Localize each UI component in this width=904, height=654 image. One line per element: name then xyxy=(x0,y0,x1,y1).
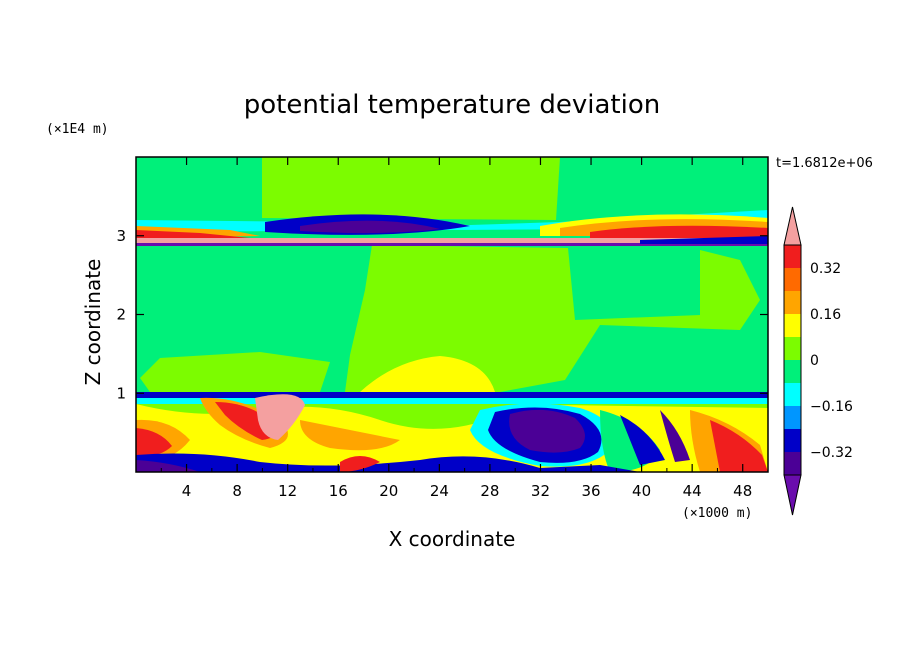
x-tick-label: 32 xyxy=(531,482,550,500)
x-tick-label: 8 xyxy=(232,482,242,500)
colorbar-segment xyxy=(784,429,801,452)
colorbar-segment xyxy=(784,452,801,475)
colorbar-frame xyxy=(783,244,802,476)
colorbar-segment xyxy=(784,291,801,314)
colorbar-segment xyxy=(784,268,801,291)
colorbar-segment xyxy=(784,245,801,268)
x-tick-label: 28 xyxy=(480,482,499,500)
colorbar-segment xyxy=(784,314,801,337)
colorbar: 0.32 0.16 0 −0.16 −0.32 xyxy=(783,206,853,516)
x-tick-label: 4 xyxy=(182,482,192,500)
colorbar-over-arrow xyxy=(783,206,802,246)
colorbar-segment xyxy=(784,337,801,360)
y-axis: 1 2 3 xyxy=(116,227,768,402)
y-axis-label: Z coordinate xyxy=(81,259,105,386)
colorbar-label: 0 xyxy=(810,353,819,369)
colorbar-segment xyxy=(784,360,801,383)
x-axis: 4 8 12 16 20 24 28 32 36 40 44 48 xyxy=(160,157,752,500)
y-tick-label: 3 xyxy=(116,227,126,245)
colorbar-label: 0.32 xyxy=(810,261,841,277)
x-unit-label: (×1000 m) xyxy=(682,506,752,521)
colorbar-label: −0.32 xyxy=(810,445,853,461)
colorbar-label: −0.16 xyxy=(810,399,853,415)
y-tick-label: 1 xyxy=(116,384,126,402)
colorbar-under-arrow xyxy=(783,474,802,516)
x-tick-label: 40 xyxy=(632,482,651,500)
x-tick-label: 20 xyxy=(379,482,398,500)
x-tick-label: 48 xyxy=(733,482,752,500)
contour-field xyxy=(136,157,768,472)
chart-title: potential temperature deviation xyxy=(244,90,660,120)
x-tick-label: 16 xyxy=(329,482,348,500)
x-tick-label: 44 xyxy=(683,482,702,500)
time-label: t=1.6812e+06 xyxy=(776,156,873,171)
colorbar-segment xyxy=(784,406,801,429)
y-unit-label: (×1E4 m) xyxy=(46,122,109,137)
x-tick-label: 12 xyxy=(278,482,297,500)
x-axis-label: X coordinate xyxy=(389,527,516,551)
y-tick-label: 2 xyxy=(116,306,126,324)
colorbar-segment xyxy=(784,383,801,406)
x-tick-label: 24 xyxy=(430,482,449,500)
x-tick-label: 36 xyxy=(581,482,600,500)
colorbar-label: 0.16 xyxy=(810,307,841,323)
